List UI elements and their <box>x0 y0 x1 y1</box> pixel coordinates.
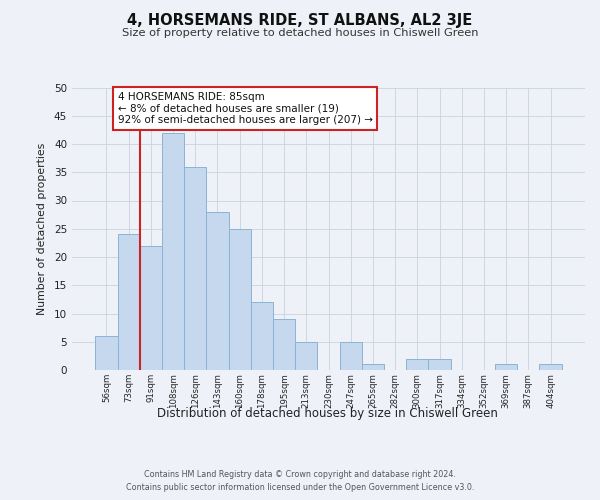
Bar <box>95 336 118 370</box>
Text: 4, HORSEMANS RIDE, ST ALBANS, AL2 3JE: 4, HORSEMANS RIDE, ST ALBANS, AL2 3JE <box>127 12 473 28</box>
Y-axis label: Number of detached properties: Number of detached properties <box>37 142 47 315</box>
Text: Contains HM Land Registry data © Crown copyright and database right 2024.
Contai: Contains HM Land Registry data © Crown c… <box>126 470 474 492</box>
Bar <box>206 212 229 370</box>
Bar <box>406 358 428 370</box>
Bar <box>295 342 317 370</box>
Bar <box>162 132 184 370</box>
Bar <box>495 364 517 370</box>
Text: Size of property relative to detached houses in Chiswell Green: Size of property relative to detached ho… <box>122 28 478 38</box>
Text: 4 HORSEMANS RIDE: 85sqm
← 8% of detached houses are smaller (19)
92% of semi-det: 4 HORSEMANS RIDE: 85sqm ← 8% of detached… <box>118 92 373 125</box>
Bar <box>140 246 162 370</box>
Bar <box>340 342 362 370</box>
Bar <box>362 364 384 370</box>
Bar <box>273 319 295 370</box>
Bar <box>184 166 206 370</box>
Bar <box>251 302 273 370</box>
Bar <box>539 364 562 370</box>
Text: Distribution of detached houses by size in Chiswell Green: Distribution of detached houses by size … <box>157 408 497 420</box>
Bar <box>428 358 451 370</box>
Bar <box>229 229 251 370</box>
Bar <box>118 234 140 370</box>
